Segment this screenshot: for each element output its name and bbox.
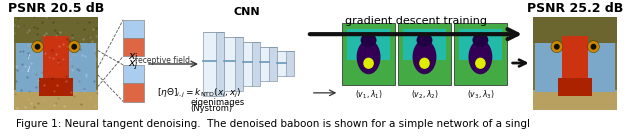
Circle shape [551,41,563,53]
Text: (Nyström): (Nyström) [191,104,232,113]
Bar [123,20,144,38]
Circle shape [68,41,80,53]
Polygon shape [284,52,294,76]
Text: Figure 1: Neural tangent denoising.  The denoised baboon is shown for a simple n: Figure 1: Neural tangent denoising. The … [16,119,530,129]
Ellipse shape [475,58,486,69]
Circle shape [588,41,599,53]
Polygon shape [243,42,252,86]
Text: receptive field: receptive field [136,56,191,65]
Polygon shape [250,42,260,86]
Bar [348,29,390,60]
Text: PSNR 25.2 dB: PSNR 25.2 dB [527,2,623,15]
Text: $x_i$: $x_i$ [128,51,139,63]
Text: eigenimages: eigenimages [191,98,244,107]
Circle shape [554,44,560,50]
Circle shape [32,41,44,53]
Text: $(v_1, \lambda_1)$: $(v_1, \lambda_1)$ [355,88,382,101]
Bar [16,43,42,92]
Ellipse shape [419,58,430,69]
Text: $[\eta\Theta]_{i,j} = k_{\mathrm{NTD}}(x_i, x_j)$: $[\eta\Theta]_{i,j} = k_{\mathrm{NTD}}(x… [157,87,241,100]
Bar [534,17,617,110]
Bar [123,83,144,102]
Bar [123,38,144,56]
Bar [559,78,592,96]
Polygon shape [223,37,235,91]
Text: $(v_3, \lambda_3)$: $(v_3, \lambda_3)$ [467,88,494,101]
Bar [459,29,502,60]
Bar [534,17,617,43]
Bar [454,23,507,85]
Text: $j$: $j$ [27,64,31,74]
Bar [123,65,144,83]
Bar [342,23,395,85]
Polygon shape [203,32,216,96]
Text: $i$: $i$ [28,52,31,60]
Circle shape [35,44,40,50]
Text: gradient descent training: gradient descent training [345,17,487,26]
Bar [398,23,451,85]
Bar [534,90,617,110]
Ellipse shape [472,33,488,47]
Ellipse shape [364,58,374,69]
Polygon shape [211,32,223,96]
Circle shape [591,44,596,50]
Bar [14,17,97,110]
Polygon shape [267,47,276,81]
Bar [535,43,562,92]
Text: CNN: CNN [234,7,260,17]
Ellipse shape [468,40,492,74]
Text: $(v_2, \lambda_2)$: $(v_2, \lambda_2)$ [411,88,438,101]
Circle shape [71,44,77,50]
Bar [403,29,445,60]
Ellipse shape [417,33,433,47]
Bar [39,78,72,96]
Bar [589,43,615,92]
Ellipse shape [360,33,376,47]
Polygon shape [276,52,286,76]
Polygon shape [260,47,269,81]
Bar [14,90,97,110]
Ellipse shape [413,40,436,74]
Text: PSNR 20.5 dB: PSNR 20.5 dB [8,2,104,15]
Polygon shape [231,37,243,91]
Bar [562,36,589,92]
Bar [42,36,69,92]
Ellipse shape [356,40,381,74]
Bar [14,17,97,43]
Bar [69,43,96,92]
Text: $x_j$: $x_j$ [128,58,139,73]
